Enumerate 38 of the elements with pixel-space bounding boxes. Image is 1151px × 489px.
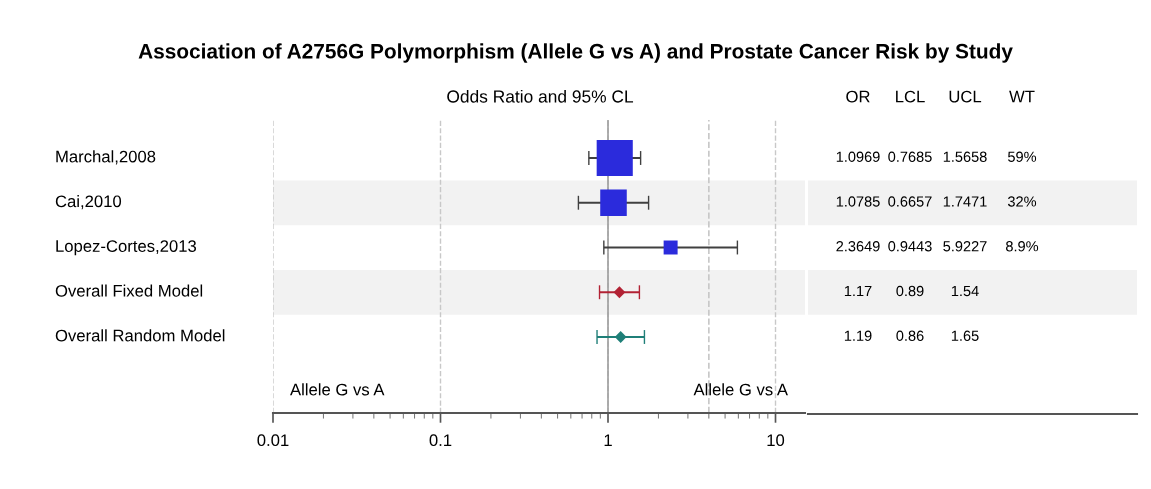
text: 8.9%	[1006, 241, 1039, 252]
y-tick-label: Marchal,2008	[56, 150, 156, 165]
text: 1.5658	[943, 151, 987, 162]
x-tick-label: 10	[767, 434, 785, 447]
text: 1.65	[951, 330, 979, 341]
text: 0.89	[896, 285, 924, 297]
text: OR	[846, 90, 870, 103]
text: Allele G vs A	[693, 383, 788, 396]
text: 1.7471	[943, 196, 987, 207]
text: Allele G vs A	[290, 383, 385, 396]
point	[614, 331, 627, 343]
text: 1.54	[951, 285, 979, 297]
text: 0.86	[896, 330, 924, 341]
x-tick-label: 0.01	[257, 434, 289, 447]
text: Odds Ratio and 95% CL	[447, 89, 634, 103]
text: 5.9227	[943, 241, 987, 252]
chart-title: Association of A2756G Polymorphism (Allele G vs A) and Prostate Cancer Risk by Study	[138, 43, 1013, 63]
y-tick-label: Overall Fixed Model	[55, 284, 203, 297]
text: 2.3649	[836, 241, 880, 252]
text: 0.6657	[888, 196, 932, 207]
y-tick-label: Lopez-Cortes,2013	[56, 240, 197, 256]
text: UCL	[949, 90, 982, 103]
point	[600, 189, 627, 217]
text: LCL	[896, 90, 925, 103]
x-tick-label: 0.1	[429, 434, 452, 447]
text: 1.17	[844, 285, 872, 297]
x-tick-label: 1	[604, 434, 612, 446]
text: 32%	[1007, 196, 1037, 207]
text: 59%	[1007, 151, 1037, 162]
text: WT	[1009, 90, 1035, 103]
y-tick-label: Overall Random Model	[55, 329, 225, 342]
text: 1.19	[844, 330, 872, 341]
text: 1.0785	[836, 196, 880, 207]
text: 0.9443	[888, 241, 932, 252]
text: 0.7685	[888, 151, 932, 162]
point	[613, 286, 626, 299]
text: 1.0969	[836, 151, 880, 162]
y-tick-label: Cai,2010	[55, 194, 122, 210]
